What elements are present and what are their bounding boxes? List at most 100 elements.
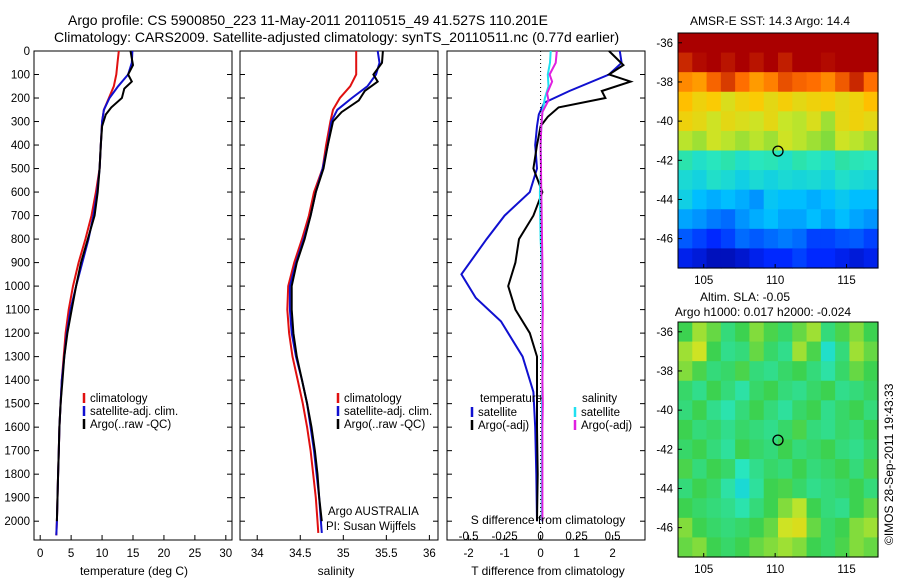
temperature-x-tick-label: 10 [96, 548, 109, 560]
sst-map-cell [849, 228, 865, 250]
sst-map-cell [749, 209, 765, 230]
sst-map-cell [820, 248, 836, 269]
sla-map-cell [678, 419, 693, 441]
sla-map-lat-tick-label: -36 [656, 327, 673, 339]
difference-s-tick-label: -0.5 [459, 531, 479, 543]
sla-map-cell [849, 322, 865, 343]
sst-map-cell [678, 72, 693, 93]
sst-map-cell [835, 130, 851, 152]
sst-map-cell [692, 170, 708, 191]
sst-map-cell [678, 130, 693, 152]
salinity-axis-label: salinity [318, 564, 355, 578]
sst-map-cell [792, 52, 808, 73]
depth-tick-label: 1400 [4, 375, 30, 387]
depth-tick-label: 1800 [4, 469, 30, 481]
sla-map-cell [706, 419, 722, 441]
sla-map-cell [735, 498, 751, 519]
sla-map-cell [678, 341, 693, 362]
sla-map-cell [678, 361, 693, 382]
sst-map-cell [778, 150, 793, 171]
temperature-x-tick-label: 5 [68, 548, 74, 560]
sst-map-cell [835, 228, 851, 250]
sst-map-float-marker [772, 145, 784, 157]
sla-map-cell [849, 361, 865, 382]
sst-map-cell [863, 130, 879, 152]
sst-map-cell [706, 150, 722, 171]
sla-map-cell [778, 478, 793, 499]
sla-map-cell [735, 341, 751, 362]
sst-map: -36 -38 -40 -42 -44 -46 105 110 115 [656, 32, 879, 287]
sla-map-cell [835, 380, 851, 401]
sst-map-cell [749, 33, 765, 54]
sla-map-cell [792, 498, 808, 519]
sst-map-cell [720, 91, 736, 112]
sla-map-cell [763, 478, 779, 499]
sst-map-cell [735, 52, 751, 73]
sst-map-cell [806, 189, 822, 210]
sst-map-cell [735, 111, 751, 132]
depth-tick-label: 1100 [5, 305, 30, 317]
sla-map-cell [692, 419, 708, 441]
sst-map-cell [763, 248, 779, 269]
sst-map-cell [763, 111, 779, 132]
sla-map-cell [706, 439, 722, 460]
depth-tick-label: 700 [11, 211, 30, 223]
sla-map-cell [720, 459, 736, 480]
sla-map-cell [835, 478, 851, 499]
sla-map-cell [749, 498, 765, 519]
sst-map-cell [692, 228, 708, 250]
sla-map-cell [706, 517, 722, 539]
sla-map-cell [735, 361, 751, 382]
sla-map-cell [763, 361, 779, 382]
sla-map-cell [692, 537, 708, 558]
sst-map-cell [849, 170, 865, 191]
sst-map-cell [849, 111, 865, 132]
sla-map-cell [735, 380, 751, 401]
sla-map-cell [806, 400, 822, 421]
sla-map-cell [778, 537, 793, 558]
sst-map-cell [792, 228, 808, 250]
sst-map-cell [820, 209, 836, 230]
difference-s-legend-label: Argo(-adj) [581, 420, 632, 432]
sst-map-cell [792, 170, 808, 191]
sla-map-cell [778, 439, 793, 460]
sla-map-cell [706, 459, 722, 480]
sla-map-cell [749, 419, 765, 441]
sla-map-cell [792, 478, 808, 499]
sst-map-cell [763, 150, 779, 171]
sla-map-cell [735, 400, 751, 421]
salinity-series-1 [286, 51, 358, 533]
sla-map-cell [749, 459, 765, 480]
sla-map-cell [720, 517, 736, 539]
sla-map-cell [820, 380, 836, 401]
salinity-note-line2: PI: Susan Wijffels [326, 521, 416, 533]
sst-map-cell [792, 209, 808, 230]
sst-map-cell [749, 248, 765, 269]
salinity-series-3 [290, 50, 384, 522]
sla-map-lon-tick-label: 115 [837, 564, 855, 576]
sla-map-cell [692, 439, 708, 460]
sst-map-cell [778, 33, 793, 54]
sst-map-cell [806, 52, 822, 73]
sst-map-cell [849, 150, 865, 171]
sla-map-cell [749, 478, 765, 499]
salinity-x-tick-label: 35.5 [375, 548, 397, 560]
sst-map-cell [706, 111, 722, 132]
sla-map-cell [820, 400, 836, 421]
sst-map-cell [792, 189, 808, 210]
sst-map-lat-tick-label: -44 [656, 194, 673, 206]
sla-map-cell [735, 517, 751, 539]
sst-map-cell [735, 150, 751, 171]
sst-map-cell [692, 111, 708, 132]
sla-map-cell [706, 341, 722, 362]
depth-tick-label: 800 [11, 234, 30, 246]
temperature-frame [33, 50, 233, 541]
sla-map-cell [863, 537, 879, 558]
sst-map-cell [763, 170, 779, 191]
sla-map-cell [778, 517, 793, 539]
sla-map-lat-tick-label: -38 [656, 366, 673, 378]
sst-map-cell [692, 248, 708, 269]
sst-map-cell [692, 72, 708, 93]
depth-tick-label: 1600 [4, 422, 30, 434]
sla-map-cell [778, 322, 793, 343]
